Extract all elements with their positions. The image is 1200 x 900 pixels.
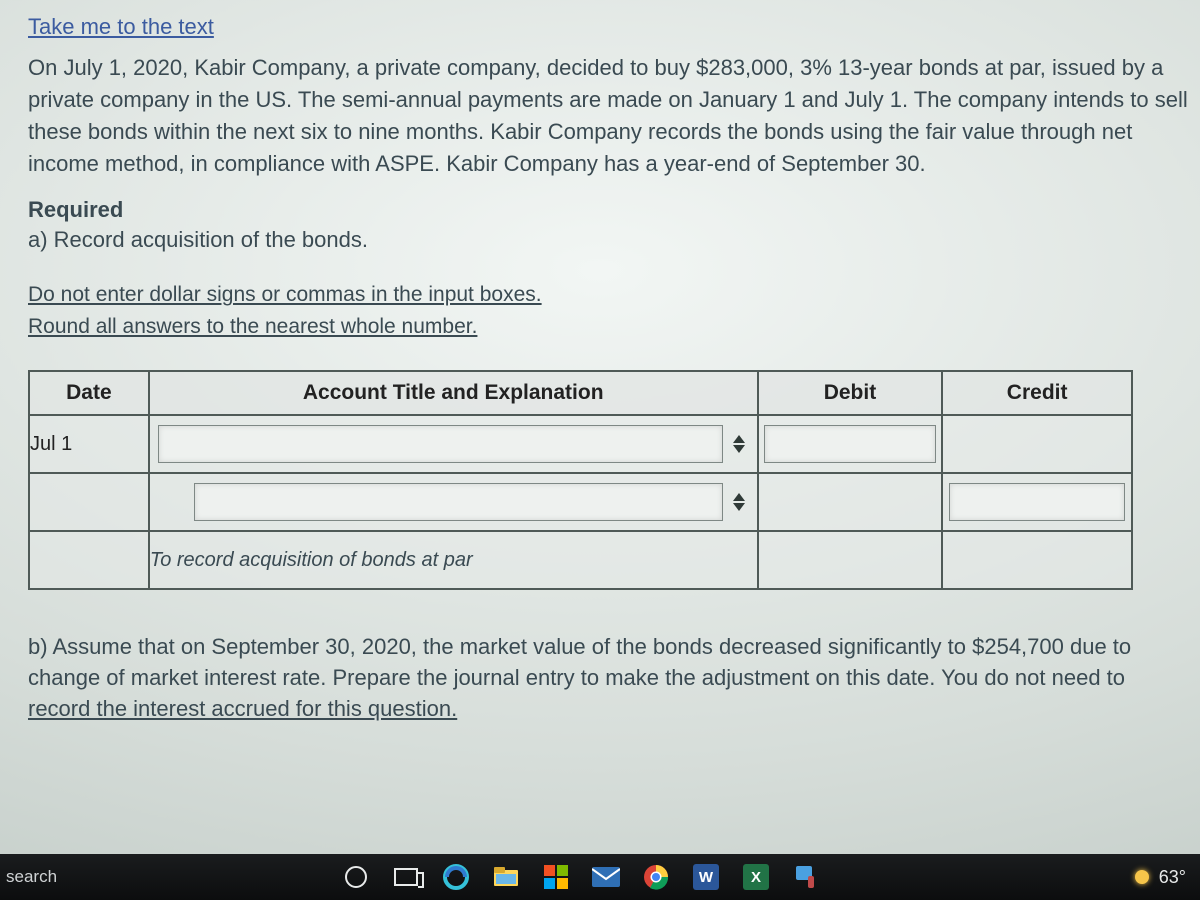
part-a-text: a) Record acquisition of the bonds. xyxy=(28,227,1190,253)
explanation-cell: To record acquisition of bonds at par xyxy=(149,531,758,589)
required-label: Required xyxy=(28,194,1190,226)
weather-icon[interactable] xyxy=(1135,870,1149,884)
account-title-input-2[interactable] xyxy=(194,483,723,521)
part-b-line1: b) Assume that on September 30, 2020, th… xyxy=(28,634,1131,659)
table-row: Jul 1 xyxy=(29,415,1132,473)
part-b-text: b) Assume that on September 30, 2020, th… xyxy=(28,632,1200,724)
part-b-line3: record the interest accrued for this que… xyxy=(28,696,457,721)
paint-icon[interactable] xyxy=(792,863,820,891)
chevron-down-icon[interactable] xyxy=(733,503,745,511)
table-row xyxy=(29,473,1132,531)
instructions: Do not enter dollar signs or commas in t… xyxy=(28,279,1190,342)
chevron-down-icon[interactable] xyxy=(733,445,745,453)
col-header-date: Date xyxy=(29,371,149,415)
taskbar-right: 63° xyxy=(1135,867,1200,888)
mail-icon[interactable] xyxy=(592,863,620,891)
credit-cell-empty-1 xyxy=(942,415,1132,473)
date-cell: Jul 1 xyxy=(29,415,149,473)
taskbar-search-label[interactable]: search xyxy=(0,867,330,887)
account-title-input-1[interactable] xyxy=(158,425,723,463)
account-stepper-1[interactable] xyxy=(729,429,749,459)
question-content: Take me to the text On July 1, 2020, Kab… xyxy=(0,0,1200,725)
col-header-credit: Credit xyxy=(942,371,1132,415)
table-row: To record acquisition of bonds at par xyxy=(29,531,1132,589)
word-icon[interactable]: W xyxy=(692,863,720,891)
credit-input-2[interactable] xyxy=(949,483,1125,521)
take-me-to-text-link[interactable]: Take me to the text xyxy=(28,14,214,40)
journal-entry-table: Date Account Title and Explanation Debit… xyxy=(28,370,1133,590)
taskbar-icons: W X xyxy=(342,863,820,891)
excel-icon[interactable]: X xyxy=(742,863,770,891)
task-view-icon[interactable] xyxy=(392,863,420,891)
debit-cell-empty-3 xyxy=(758,531,943,589)
col-header-account: Account Title and Explanation xyxy=(149,371,758,415)
microsoft-store-icon[interactable] xyxy=(542,863,570,891)
instruction-round: Round all answers to the nearest whole n… xyxy=(28,315,477,338)
chevron-up-icon[interactable] xyxy=(733,493,745,501)
edge-icon[interactable] xyxy=(442,863,470,891)
part-b-line2: change of market interest rate. Prepare … xyxy=(28,665,1125,690)
windows-taskbar[interactable]: search W X 63° xyxy=(0,854,1200,900)
col-header-debit: Debit xyxy=(758,371,943,415)
debit-cell-empty-2 xyxy=(758,473,943,531)
date-cell-empty-3 xyxy=(29,531,149,589)
date-cell-empty xyxy=(29,473,149,531)
chevron-up-icon[interactable] xyxy=(733,435,745,443)
table-header-row: Date Account Title and Explanation Debit… xyxy=(29,371,1132,415)
question-paragraph: On July 1, 2020, Kabir Company, a privat… xyxy=(28,52,1190,180)
account-stepper-2[interactable] xyxy=(729,487,749,517)
instruction-no-dollar: Do not enter dollar signs or commas in t… xyxy=(28,283,542,306)
chrome-icon[interactable] xyxy=(642,863,670,891)
cortana-icon[interactable] xyxy=(342,863,370,891)
debit-input-1[interactable] xyxy=(764,425,936,463)
credit-cell-empty-3 xyxy=(942,531,1132,589)
file-explorer-icon[interactable] xyxy=(492,863,520,891)
temperature-label[interactable]: 63° xyxy=(1159,867,1186,888)
